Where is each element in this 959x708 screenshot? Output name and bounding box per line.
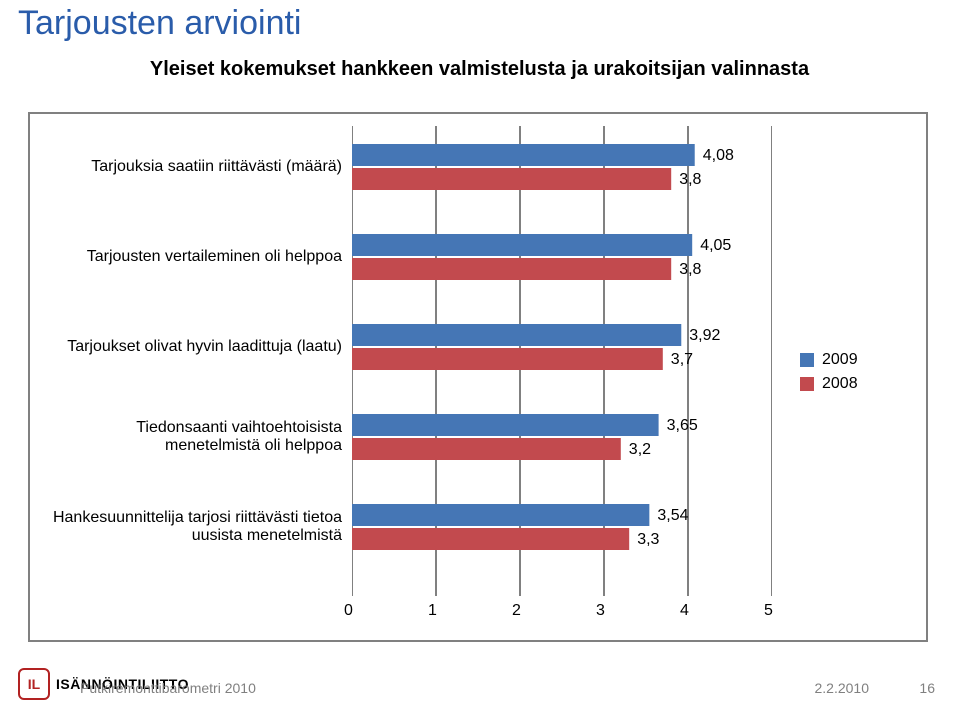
svg-text:3,7: 3,7 <box>671 351 693 368</box>
footer-date: 2.2.2010 <box>815 680 870 696</box>
x-tick: 0 <box>344 602 353 620</box>
category-label: Hankesuunnittelija tarjosi riittävästi t… <box>42 502 342 552</box>
svg-text:3,8: 3,8 <box>679 171 701 188</box>
category-label: Tiedonsaanti vaihtoehtoisista menetelmis… <box>42 412 342 462</box>
slide-subtitle: Yleiset kokemukset hankkeen valmistelust… <box>0 58 959 81</box>
legend-swatch-2008 <box>800 377 814 391</box>
svg-text:4,08: 4,08 <box>703 147 734 164</box>
slide-root: Tarjousten arviointi Yleiset kokemukset … <box>0 0 959 708</box>
svg-text:3,2: 3,2 <box>629 441 651 458</box>
logo-icon: IL <box>18 668 50 700</box>
x-tick: 3 <box>596 602 605 620</box>
chart-legend: 2009 2008 <box>800 351 858 399</box>
svg-text:4,05: 4,05 <box>700 237 731 254</box>
legend-item-2008: 2008 <box>800 375 858 393</box>
svg-text:3,65: 3,65 <box>667 417 698 434</box>
legend-label-2008: 2008 <box>822 375 858 393</box>
legend-item-2009: 2009 <box>800 351 858 369</box>
category-label: Tarjousten vertaileminen oli helppoa <box>42 232 342 282</box>
chart-svg: 4,083,84,053,83,923,73,653,23,543,3 <box>352 126 772 630</box>
svg-text:3,8: 3,8 <box>679 261 701 278</box>
category-label: Tarjouksia saatiin riittävästi (määrä) <box>42 142 342 192</box>
x-tick: 4 <box>680 602 689 620</box>
footer-source: Putkiremonttibarometri 2010 <box>80 680 256 696</box>
legend-swatch-2009 <box>800 353 814 367</box>
chart-frame: 4,083,84,053,83,923,73,653,23,543,3 Tarj… <box>28 112 928 642</box>
category-label: Tarjoukset olivat hyvin laadittuja (laat… <box>42 322 342 372</box>
x-tick: 2 <box>512 602 521 620</box>
legend-label-2009: 2009 <box>822 351 858 369</box>
slide-title: Tarjousten arviointi <box>18 4 301 43</box>
x-tick: 1 <box>428 602 437 620</box>
plot-area: 4,083,84,053,83,923,73,653,23,543,3 <box>352 126 772 630</box>
x-tick: 5 <box>764 602 773 620</box>
footer-page: 16 <box>919 680 935 696</box>
svg-text:3,92: 3,92 <box>689 327 720 344</box>
svg-text:3,54: 3,54 <box>657 507 688 524</box>
chart-box: 4,083,84,053,83,923,73,653,23,543,3 Tarj… <box>42 126 914 628</box>
svg-text:3,3: 3,3 <box>637 531 659 548</box>
